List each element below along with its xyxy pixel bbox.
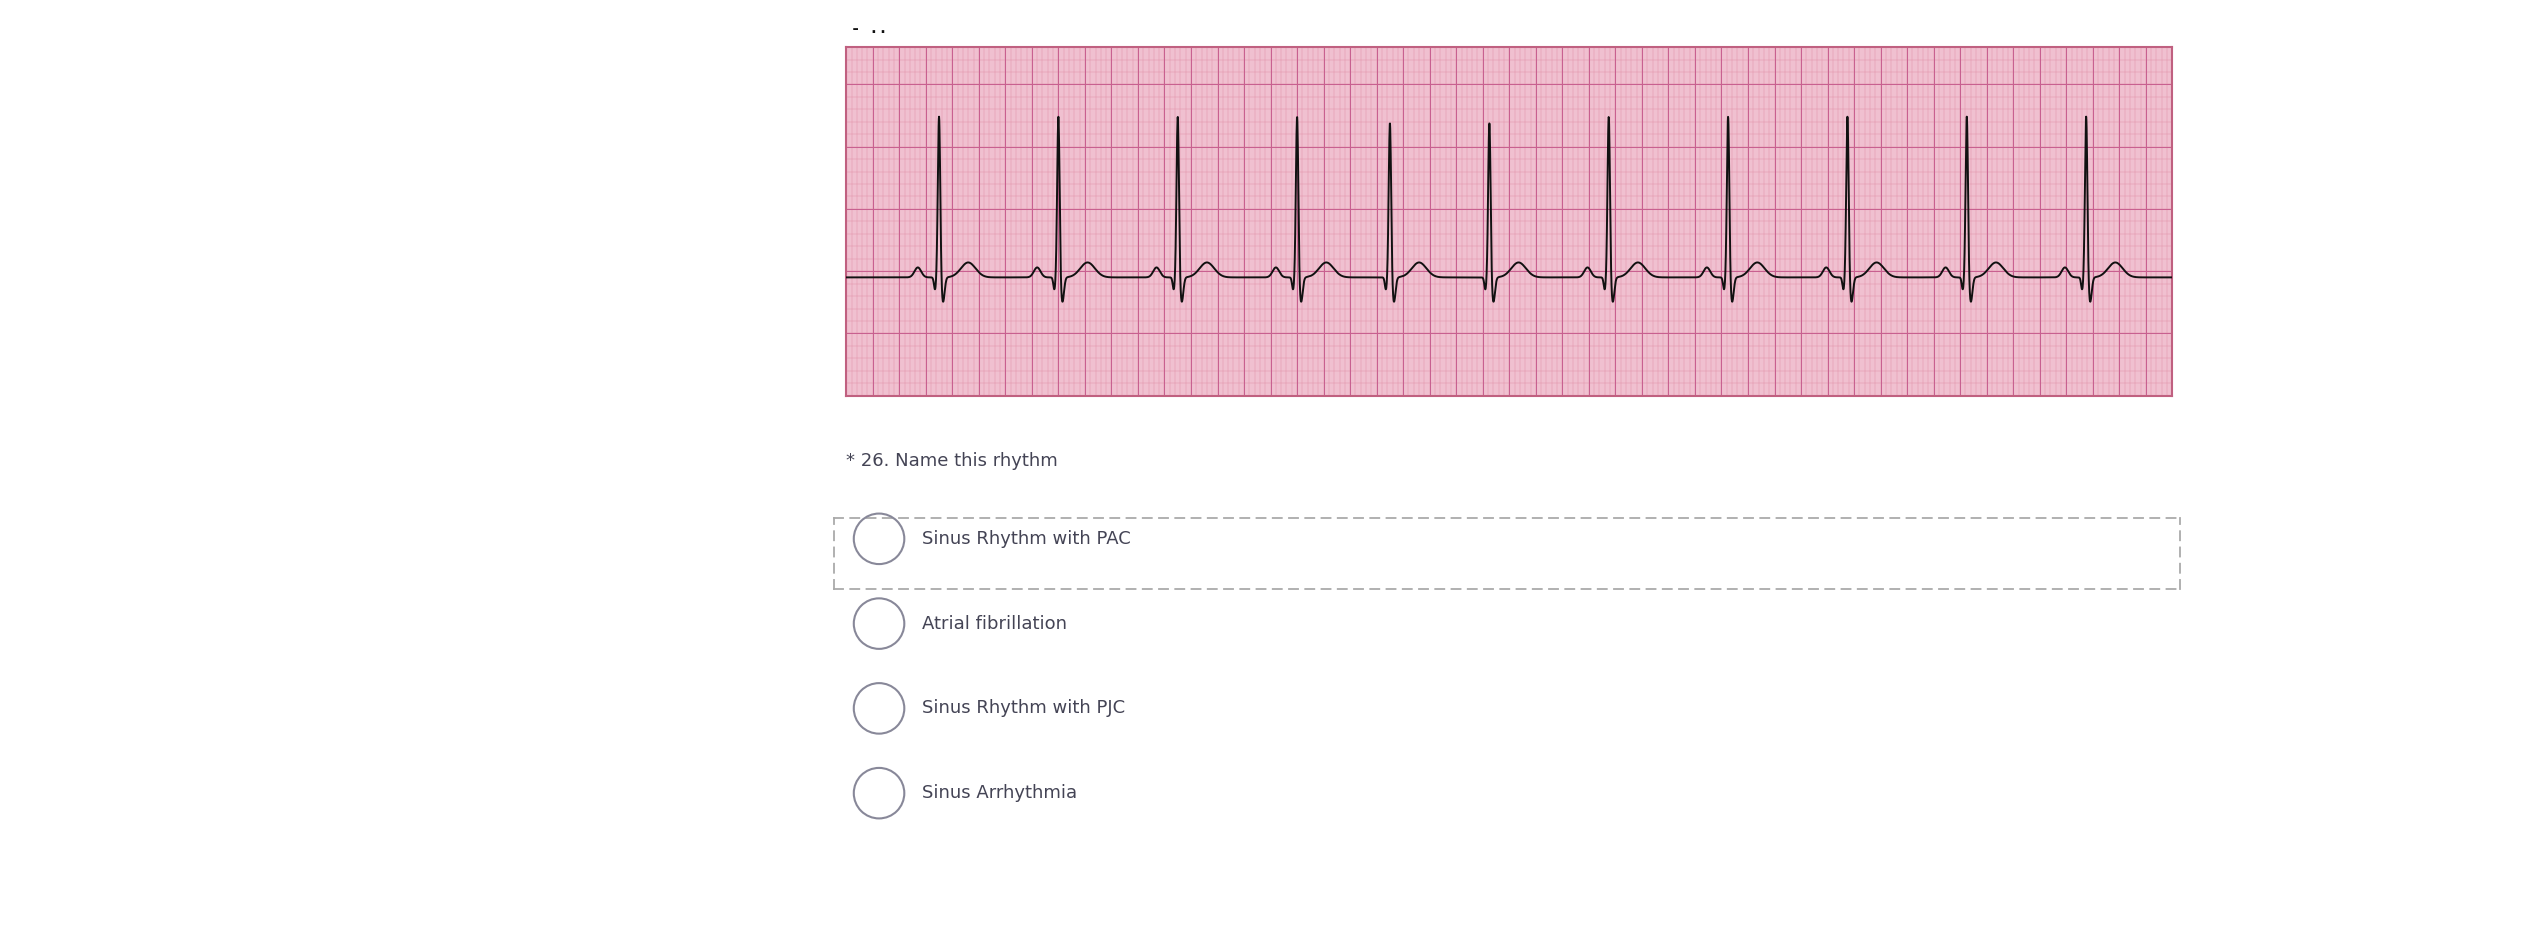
Text: Sinus Rhythm with PAC: Sinus Rhythm with PAC [922,529,1132,548]
Text: - ..: - .. [851,21,887,36]
Text: Sinus Rhythm with PJC: Sinus Rhythm with PJC [922,699,1124,718]
Text: Atrial fibrillation: Atrial fibrillation [922,614,1066,633]
Text: Sinus Arrhythmia: Sinus Arrhythmia [922,784,1076,803]
Text: * 26. Name this rhythm: * 26. Name this rhythm [846,452,1058,470]
